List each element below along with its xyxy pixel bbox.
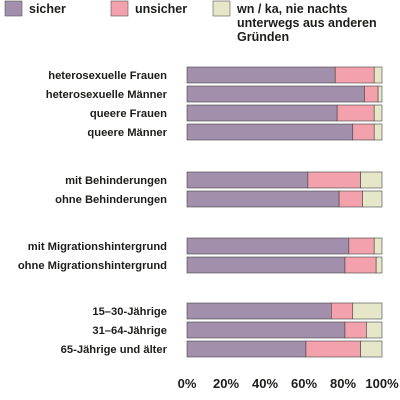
bar-segment-wn-ka — [362, 190, 383, 208]
x-tick-label: 0% — [178, 376, 197, 391]
bar-segment-wn-ka — [373, 104, 383, 122]
x-tick-label: 60% — [291, 376, 317, 391]
bar-row-ohne-behinderungen: ohne Behinderungen — [55, 190, 383, 208]
bar-row-heterosexuelle-maenner: heterosexuelle Männer — [46, 85, 383, 103]
bar-segment-sicher — [186, 66, 336, 84]
bar-row-mit-migrationshintergrund: mit Migrationshintergrund — [28, 237, 383, 255]
bar-segment-unsicher — [305, 340, 361, 358]
bar-row-31-64-jaehrige: 31–64-Jährige — [92, 321, 383, 339]
category-label: queere Frauen — [90, 108, 167, 120]
bar-segment-wn-ka — [373, 66, 383, 84]
category-label: mit Behinderungen — [65, 175, 167, 187]
legend-label-sicher: sicher — [29, 2, 66, 16]
legend-swatch-wn-ka — [212, 0, 231, 17]
category-label: heterosexuelle Frauen — [48, 70, 167, 82]
bar-segment-wn-ka — [377, 85, 383, 103]
bar-segment-unsicher — [307, 171, 361, 189]
bar-segment-unsicher — [364, 85, 379, 103]
x-tick-label: 40% — [252, 376, 278, 391]
bar-segment-sicher — [186, 340, 307, 358]
bar-segment-sicher — [186, 321, 346, 339]
legend-label-unsicher: unsicher — [135, 2, 187, 16]
category-label: mit Migrationshintergrund — [28, 241, 167, 253]
bar-segment-unsicher — [344, 256, 377, 274]
bar-segment-sicher — [186, 190, 340, 208]
category-label: queere Männer — [87, 127, 167, 139]
legend-label-line: Gründen — [237, 30, 289, 44]
bar-row-ohne-migrationshintergrund: ohne Migrationshintergrund — [18, 256, 383, 274]
category-label: 65-Jährige und älter — [61, 344, 168, 356]
bar-segment-wn-ka — [373, 123, 383, 141]
bar-row-15-30-jaehrige: 15–30-Jährige — [92, 302, 383, 320]
bar-segment-wn-ka — [366, 321, 383, 339]
bar-segment-wn-ka — [352, 302, 383, 320]
bar-row-heterosexuelle-frauen: heterosexuelle Frauen — [48, 66, 383, 84]
chart-legend: sicher unsicher wn / ka, nie nachts unterwe… — [4, 0, 377, 44]
bar-row-queere-frauen: queere Frauen — [90, 104, 383, 122]
bar-segment-unsicher — [330, 302, 354, 320]
bar-segment-sicher — [186, 171, 309, 189]
category-label: ohne Migrationshintergrund — [18, 260, 167, 272]
bar-segment-wn-ka — [373, 237, 383, 255]
category-label: 31–64-Jährige — [92, 325, 167, 337]
legend-label-line: unterwegs aus anderen — [237, 16, 377, 30]
bar-segment-unsicher — [352, 123, 375, 141]
bar-segment-sicher — [186, 237, 350, 255]
bar-segment-wn-ka — [360, 171, 383, 189]
chart-rows: heterosexuelle Frauen heterosexuelle Männ… — [18, 66, 383, 358]
bar-segment-unsicher — [334, 66, 375, 84]
x-tick-label: 100% — [365, 376, 399, 391]
bar-segment-sicher — [186, 104, 338, 122]
bar-segment-sicher — [186, 85, 365, 103]
bar-segment-unsicher — [348, 237, 375, 255]
x-tick-label: 20% — [213, 376, 239, 391]
category-label: heterosexuelle Männer — [46, 89, 168, 101]
category-label: ohne Behinderungen — [55, 194, 167, 206]
bar-segment-wn-ka — [375, 256, 383, 274]
bar-segment-unsicher — [344, 321, 367, 339]
bar-segment-sicher — [186, 123, 354, 141]
bar-row-65-jaehrige-und-aelter: 65-Jährige und älter — [61, 340, 383, 358]
legend-swatch-sicher — [4, 0, 23, 17]
category-label: 15–30-Jährige — [92, 306, 167, 318]
bar-segment-wn-ka — [360, 340, 383, 358]
x-axis: 0% 20% 40% 60% 80% 100% — [178, 376, 399, 391]
legend-label-wn-ka: wn / ka, nie nachts unterwegs aus anderen… — [236, 2, 377, 44]
bar-segment-sicher — [186, 302, 332, 320]
bar-row-mit-behinderungen: mit Behinderungen — [65, 171, 383, 189]
legend-swatch-unsicher — [110, 0, 129, 17]
legend-label-line: wn / ka, nie nachts — [236, 2, 347, 16]
bar-segment-sicher — [186, 256, 346, 274]
bar-segment-unsicher — [336, 104, 375, 122]
x-tick-label: 80% — [330, 376, 356, 391]
bar-row-queere-maenner: queere Männer — [87, 123, 383, 141]
bar-segment-unsicher — [338, 190, 363, 208]
